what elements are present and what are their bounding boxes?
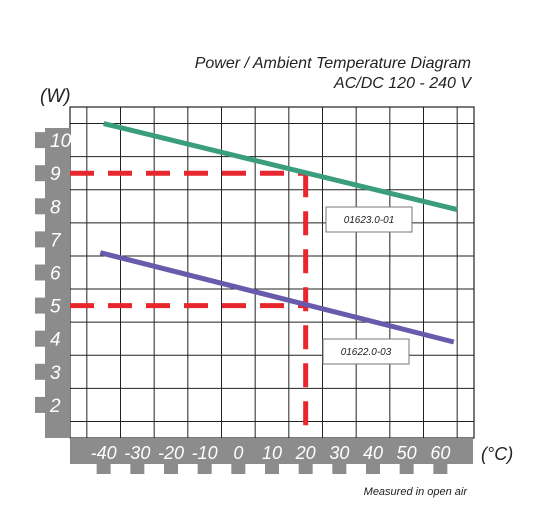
x-tick-tab: [399, 462, 414, 474]
x-tick-label: 30: [329, 443, 349, 463]
y-tick-tab: [35, 330, 47, 347]
y-tick-label: 5: [50, 297, 61, 318]
y-tick-label: 2: [49, 396, 61, 417]
x-axis-bar: -40 -30 -20 -10 0 10 20 30 40 50 60: [70, 438, 473, 474]
y-tick-tab: [35, 396, 47, 413]
x-tick-label: 10: [262, 443, 282, 463]
y-tick-tab: [35, 264, 47, 281]
y-tick-label: 4: [50, 330, 61, 351]
series-labels: 01623.0-01 01622.0-03: [322, 206, 413, 365]
x-tick-label: -20: [158, 443, 184, 463]
x-tick-tab: [197, 462, 212, 474]
x-axis-label: (°C): [481, 444, 513, 464]
x-tick-label: 60: [430, 443, 450, 463]
x-tick-label: -40: [91, 443, 117, 463]
y-axis-bar: 2 3 4 5 6 7 8 9 10: [35, 128, 72, 438]
series-line: [103, 121, 458, 213]
x-tick-tab: [96, 462, 111, 474]
y-tick-tab: [35, 165, 47, 182]
footnote: Measured in open air: [364, 486, 469, 498]
x-tick-label: 0: [233, 443, 243, 463]
x-tick-tab: [231, 462, 246, 474]
x-tick-tab: [265, 462, 279, 474]
y-tick-label: 6: [50, 264, 61, 285]
x-tick-label: -10: [192, 443, 218, 463]
x-tick-label: 50: [397, 443, 417, 463]
y-axis-strip: [45, 128, 70, 438]
y-tick-tab: [35, 231, 47, 248]
chart-title: Power / Ambient Temperature Diagram: [195, 55, 471, 72]
x-tick-label: 40: [363, 443, 383, 463]
y-tick-label: 8: [50, 197, 61, 218]
grid: [69, 106, 475, 439]
x-tick-tab: [332, 462, 347, 474]
x-tick-label: -30: [124, 443, 150, 463]
series-label: 01623.0-01: [344, 215, 395, 226]
x-tick-tab: [130, 462, 145, 474]
x-tick-tab: [164, 462, 178, 474]
y-tick-label: 10: [50, 131, 72, 152]
y-tick-tab: [35, 297, 47, 314]
chart-subtitle: AC/DC 120 - 240 V: [333, 75, 472, 92]
x-tick-label: 20: [295, 443, 316, 463]
y-tick-tab: [35, 198, 47, 215]
series-label-box: [325, 206, 413, 233]
x-tick-tab: [433, 462, 448, 474]
series-label: 01622.0-03: [341, 347, 392, 358]
x-axis-strip: [70, 438, 473, 464]
series-line: [99, 250, 455, 345]
y-axis-label: (W): [40, 86, 71, 107]
x-tick-tab: [366, 462, 380, 474]
series-lines: [99, 121, 458, 345]
y-tick-tab: [35, 363, 47, 380]
y-tick-label: 3: [50, 363, 61, 384]
x-tick-tab: [298, 462, 313, 474]
series-label-box: [322, 338, 410, 365]
y-tick-tab: [35, 132, 47, 149]
y-tick-label: 9: [50, 164, 61, 185]
y-tick-label: 7: [50, 230, 62, 251]
